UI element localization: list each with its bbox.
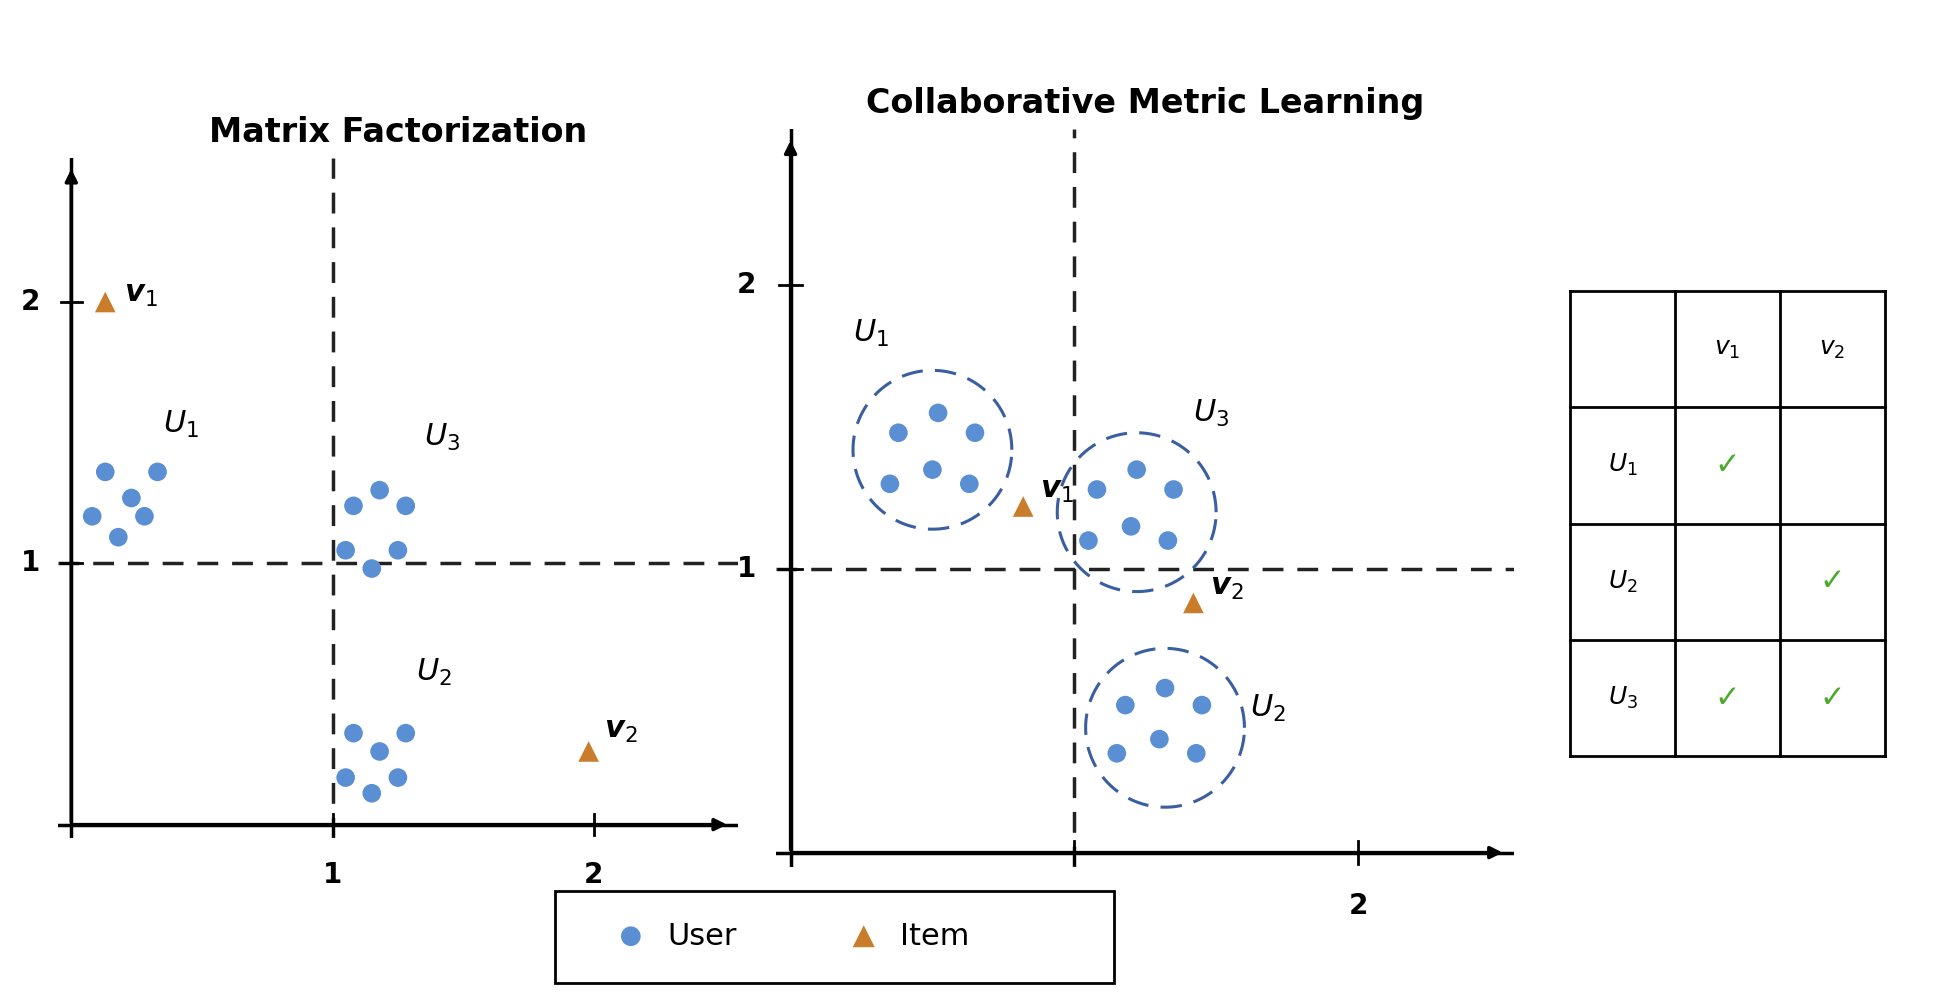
Text: 2: 2	[21, 288, 41, 316]
Text: $U_2$: $U_2$	[1607, 569, 1638, 595]
FancyBboxPatch shape	[555, 891, 1114, 983]
Text: ✓: ✓	[1819, 683, 1846, 712]
Text: $v_2$: $v_2$	[1819, 337, 1846, 361]
Point	[330, 770, 361, 786]
Text: Item: Item	[901, 921, 969, 951]
Text: $v_1$: $v_1$	[1714, 337, 1741, 361]
Point	[330, 542, 361, 558]
Point	[959, 424, 990, 440]
Point	[573, 743, 604, 759]
Point	[382, 770, 413, 786]
Point	[916, 462, 947, 478]
Text: $\boldsymbol{v}_1$: $\boldsymbol{v}_1$	[124, 280, 157, 309]
Point	[116, 490, 148, 506]
Point	[1159, 481, 1190, 497]
Point	[1101, 745, 1132, 761]
Text: 1: 1	[322, 862, 342, 889]
Point	[89, 294, 120, 310]
Point	[1073, 533, 1104, 549]
Text: ✓: ✓	[1714, 451, 1741, 480]
Point	[1116, 518, 1147, 534]
Text: 1: 1	[1066, 892, 1083, 920]
Text: 2: 2	[584, 862, 604, 889]
Text: 2: 2	[1349, 892, 1368, 920]
Text: ✓: ✓	[1819, 568, 1846, 597]
Point	[1178, 595, 1209, 611]
Point	[365, 482, 396, 498]
Text: $U_3$: $U_3$	[423, 421, 460, 453]
Point	[1186, 697, 1217, 713]
Point	[1143, 731, 1174, 747]
Point	[922, 405, 953, 421]
Point	[1153, 533, 1184, 549]
Point	[873, 476, 905, 492]
Text: $U_3$: $U_3$	[1194, 397, 1231, 428]
Point	[89, 464, 120, 480]
Point	[390, 498, 421, 514]
Text: $\boldsymbol{v}_2$: $\boldsymbol{v}_2$	[604, 716, 639, 745]
Point	[848, 928, 879, 944]
Point	[382, 542, 413, 558]
Point	[338, 498, 369, 514]
Text: $\boldsymbol{v}_1$: $\boldsymbol{v}_1$	[1040, 476, 1073, 505]
Text: $U_1$: $U_1$	[1607, 452, 1638, 478]
Text: $U_1$: $U_1$	[852, 318, 889, 349]
Point	[615, 928, 646, 944]
Text: $U_2$: $U_2$	[1250, 692, 1287, 723]
Text: ✓: ✓	[1714, 683, 1741, 712]
Text: 2: 2	[738, 271, 757, 299]
Text: User: User	[668, 921, 738, 951]
Point	[357, 561, 388, 577]
Point	[365, 743, 396, 759]
Text: $\boldsymbol{v}_2$: $\boldsymbol{v}_2$	[1211, 573, 1244, 602]
Text: $U_3$: $U_3$	[1607, 685, 1638, 711]
Text: 1: 1	[21, 550, 41, 578]
Point	[1110, 697, 1141, 713]
Point	[103, 529, 134, 545]
Point	[338, 725, 369, 741]
Point	[1122, 462, 1153, 478]
Point	[1149, 680, 1180, 696]
Point	[1081, 481, 1112, 497]
Text: $U_1$: $U_1$	[163, 408, 198, 440]
Point	[128, 508, 159, 524]
Point	[142, 464, 173, 480]
Point	[78, 508, 109, 524]
Title: Collaborative Metric Learning: Collaborative Metric Learning	[866, 87, 1425, 120]
Point	[1180, 745, 1211, 761]
Text: $U_2$: $U_2$	[415, 657, 452, 688]
Point	[883, 424, 914, 440]
Point	[390, 725, 421, 741]
Point	[1007, 499, 1038, 515]
Text: 1: 1	[738, 555, 757, 583]
Title: Matrix Factorization: Matrix Factorization	[210, 116, 586, 148]
Point	[953, 476, 984, 492]
Point	[357, 785, 388, 801]
